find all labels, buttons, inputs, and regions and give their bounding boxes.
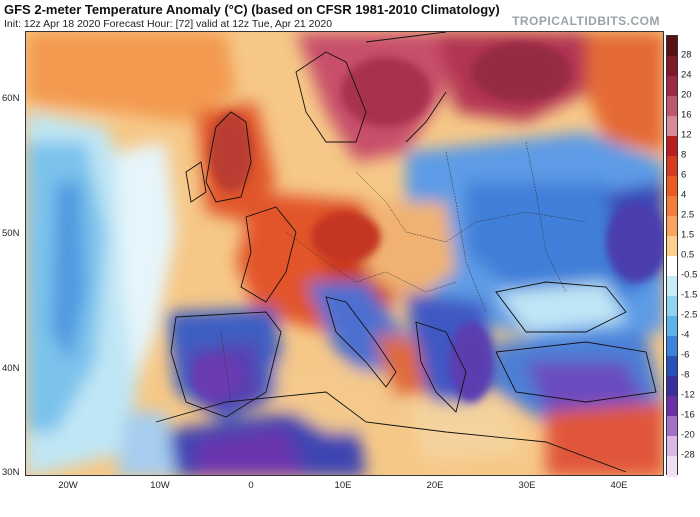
lon-label-20e: 20E xyxy=(426,480,444,491)
lon-label-10w: 10W xyxy=(150,480,170,491)
colorbar-segment xyxy=(667,236,677,257)
colorbar-label: -4 xyxy=(681,329,690,341)
colorbar-segment xyxy=(667,36,677,57)
colorbar-segment xyxy=(667,256,677,277)
colorbar xyxy=(666,35,678,477)
colorbar-label: 16 xyxy=(681,109,692,121)
colorbar-label: 8 xyxy=(681,149,687,161)
colorbar-label: -16 xyxy=(681,409,695,421)
colorbar-label: -0.5 xyxy=(681,269,698,281)
colorbar-segment xyxy=(667,316,677,337)
lon-label-30e: 30E xyxy=(518,480,536,491)
colorbar-label: -8 xyxy=(681,369,690,381)
colorbar-segment xyxy=(667,56,677,77)
temperature-anomaly-map xyxy=(25,31,664,476)
colorbar-label: -6 xyxy=(681,349,690,361)
lon-label-40e: 40E xyxy=(610,480,628,491)
colorbar-segment xyxy=(667,156,677,177)
colorbar-label: 24 xyxy=(681,69,692,81)
colorbar-segment xyxy=(667,76,677,97)
colorbar-segment xyxy=(667,176,677,197)
colorbar-segment xyxy=(667,276,677,297)
country-borders xyxy=(220,141,587,403)
colorbar-segment xyxy=(667,296,677,317)
colorbar-label: -20 xyxy=(681,429,695,441)
anomaly-detail xyxy=(191,42,663,402)
lon-label-10e: 10E xyxy=(334,480,352,491)
colorbar-segment xyxy=(667,396,677,417)
colorbar-label: 0.5 xyxy=(681,249,695,261)
lat-label-60n: 60N xyxy=(2,93,20,104)
colorbar-segment xyxy=(667,356,677,377)
colorbar-segment xyxy=(667,136,677,157)
colorbar-label: -12 xyxy=(681,389,695,401)
colorbar-segment xyxy=(667,416,677,437)
lon-label-20w: 20W xyxy=(58,480,78,491)
colorbar-segment xyxy=(667,196,677,217)
colorbar-label: 12 xyxy=(681,129,692,141)
lat-label-30n: 30N xyxy=(2,467,20,478)
colorbar-label: -2.5 xyxy=(681,309,698,321)
colorbar-label: 20 xyxy=(681,89,692,101)
colorbar-segment xyxy=(667,436,677,457)
colorbar-label: 2.5 xyxy=(681,209,695,221)
colorbar-segment xyxy=(667,216,677,237)
lat-label-40n: 40N xyxy=(2,363,20,374)
brand-watermark: TROPICALTIDBITS.COM xyxy=(512,14,660,28)
coastlines xyxy=(155,32,657,473)
lon-label-0: 0 xyxy=(248,480,254,491)
colorbar-label: 1.5 xyxy=(681,229,695,241)
colorbar-label: -28 xyxy=(681,449,695,461)
colorbar-segment xyxy=(667,336,677,357)
colorbar-segment xyxy=(667,116,677,137)
colorbar-segment xyxy=(667,456,677,477)
chart-subtitle: Init: 12z Apr 18 2020 Forecast Hour: [72… xyxy=(4,18,333,30)
map-canvas xyxy=(26,32,663,475)
chart-title: GFS 2-meter Temperature Anomaly (°C) (ba… xyxy=(4,2,500,17)
lat-label-50n: 50N xyxy=(2,228,20,239)
colorbar-segment xyxy=(667,96,677,117)
colorbar-label: -1.5 xyxy=(681,289,698,301)
colorbar-segment xyxy=(667,376,677,397)
colorbar-label: 28 xyxy=(681,49,692,61)
colorbar-label: 4 xyxy=(681,189,687,201)
colorbar-label: 6 xyxy=(681,169,687,181)
